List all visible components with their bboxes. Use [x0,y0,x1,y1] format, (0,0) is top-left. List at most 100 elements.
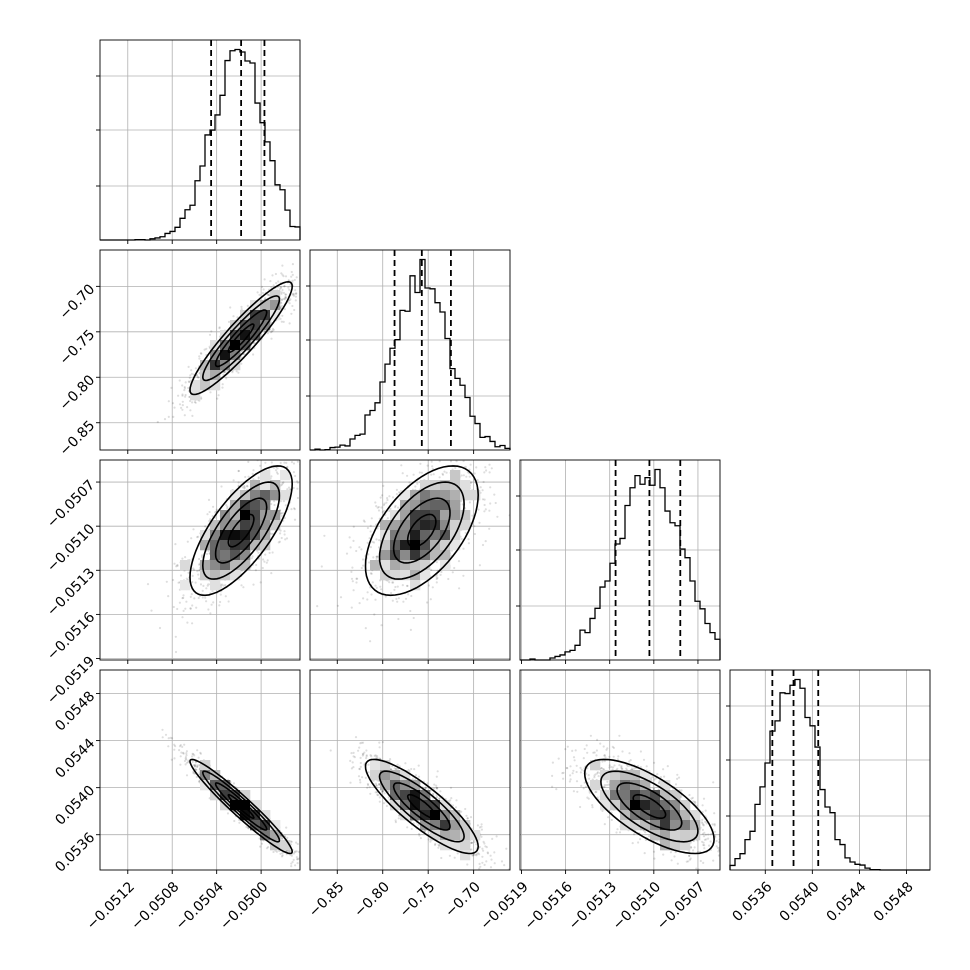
sample-point [393,588,396,592]
sample-point [261,566,264,570]
sample-point [246,304,249,307]
contour-1sigma [392,497,451,564]
sample-point [198,557,201,561]
sample-point [181,408,184,411]
sample-point [146,583,150,586]
sample-point [445,471,448,474]
panel-frame [309,459,511,661]
sample-point [371,540,374,544]
sample-point [262,288,265,291]
sample-point [372,556,375,559]
sample-point [483,503,486,507]
sample-point [311,439,313,441]
sample-point [395,493,398,496]
sample-point [261,291,264,295]
sample-point [290,270,293,274]
density-cell [460,510,471,521]
sample-point [240,584,243,587]
sample-point [283,298,286,301]
sample-point [150,609,153,612]
sample-point [184,607,187,610]
sample-point [259,581,262,584]
sample-point [237,371,240,374]
sample-point [187,380,190,383]
sample-point [362,519,365,522]
sample-point [262,558,265,561]
sample-point [295,454,297,456]
density-cell [270,300,281,311]
sample-point [409,609,412,613]
sample-point [468,446,470,448]
sample-point [207,608,210,611]
sample-point [360,566,363,570]
sample-point [279,286,282,289]
sample-point [288,299,291,302]
sample-point [291,292,295,295]
sample-point [218,327,221,330]
sample-point [462,574,465,577]
sample-point [381,510,384,514]
sample-point [468,475,471,478]
density-cell [190,380,201,391]
sample-point [283,516,286,520]
sample-point [515,478,517,480]
sample-point [196,376,199,379]
sample-point [271,327,274,330]
density-cell [240,550,251,561]
sample-point [366,591,369,594]
sample-point [305,478,307,480]
sample-point [263,278,266,281]
density-cell [280,490,291,501]
density-cell [200,530,211,541]
sample-point [351,566,354,569]
density-cell [200,540,211,551]
sample-point [482,480,485,484]
sample-point [279,451,281,453]
sample-point [447,577,450,581]
sample-point [252,583,255,586]
sample-point [406,584,409,588]
sample-point [189,374,192,377]
sample-point [257,477,260,480]
sample-point [287,286,290,289]
density-cell [230,330,241,341]
sample-point [226,505,229,508]
density-cell [440,490,451,501]
sample-point [380,588,383,591]
sample-point [264,553,267,556]
sample-point [272,466,276,469]
sample-point [462,547,465,550]
sample-point [293,278,296,282]
sample-point [264,297,267,300]
density-cell [230,560,241,571]
sample-point [288,288,291,291]
sample-point [348,536,351,539]
density-cell [420,520,431,531]
sample-point [210,603,213,606]
sample-point [219,593,222,596]
density-cell [470,490,481,501]
sample-point [185,577,188,580]
sample-point [362,564,365,567]
sample-point [386,497,389,500]
sample-point [478,521,481,524]
density-cell [240,560,251,571]
sample-point [302,302,304,304]
sample-point [224,584,227,587]
sample-point [280,514,283,518]
sample-point [320,565,323,568]
sample-point [184,395,187,398]
sample-point [496,515,499,518]
sample-point [371,581,374,584]
density-cell [270,310,281,321]
sample-point [339,596,343,599]
sample-point [458,587,461,590]
sample-point [283,308,286,311]
density-cell [220,540,231,551]
sample-point [473,472,476,475]
density-cell [410,550,421,561]
sample-point [226,507,229,510]
density-cell [410,500,421,511]
histogram-panel [96,39,301,244]
sample-point [438,476,441,479]
